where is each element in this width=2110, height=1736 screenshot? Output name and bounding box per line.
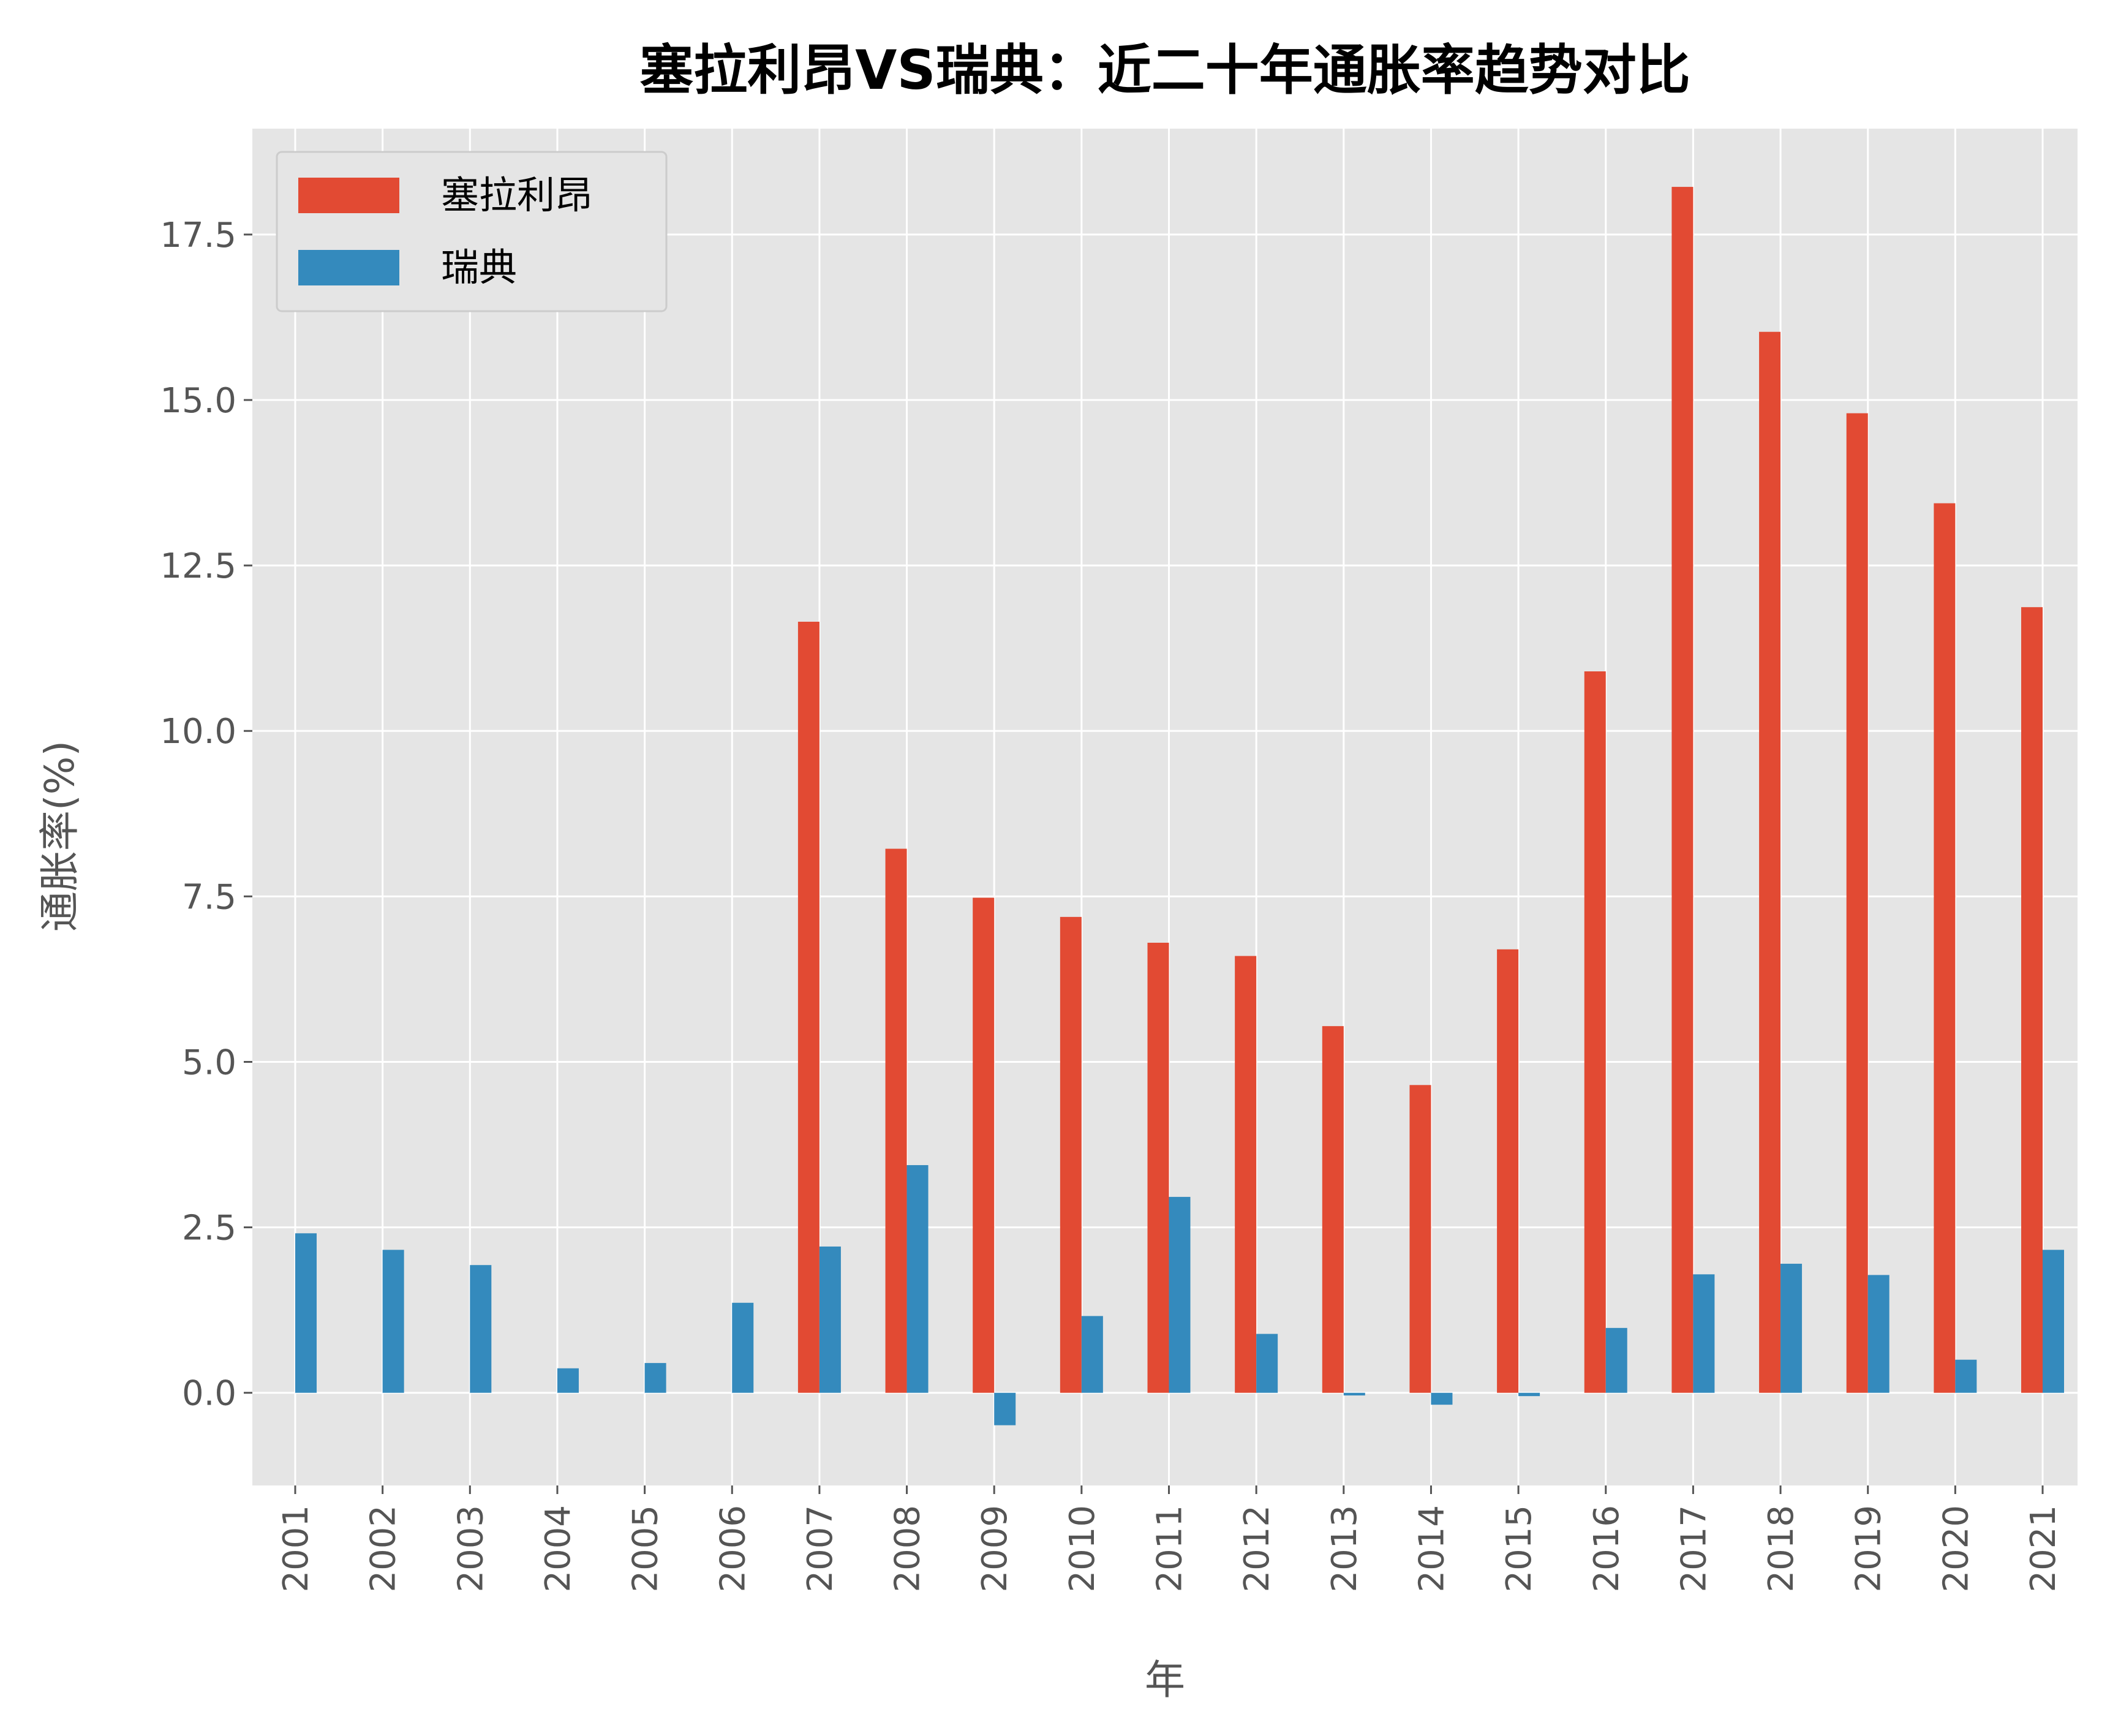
bar-sweden-2005: [644, 1363, 666, 1393]
bar-sweden-2013: [1343, 1392, 1365, 1396]
bar-sweden-2002: [382, 1250, 404, 1393]
x-tick-label: 2004: [538, 1505, 578, 1593]
bar-sweden-2006: [732, 1302, 754, 1393]
bar-sweden-2012: [1256, 1334, 1278, 1393]
y-tick-label: 12.5: [160, 546, 236, 586]
x-tick-label: 2015: [1499, 1505, 1539, 1593]
y-tick-label: 17.5: [160, 216, 236, 255]
x-tick-label: 2003: [451, 1505, 491, 1593]
legend-label-sierra-leone: 塞拉利昂: [441, 173, 593, 217]
legend-swatch-sierra-leone: [298, 178, 399, 213]
bar-sweden-2021: [2043, 1250, 2064, 1393]
x-tick-label: 2007: [801, 1505, 840, 1593]
bar-sweden-2001: [295, 1233, 317, 1393]
bar-sweden-2014: [1431, 1392, 1453, 1405]
x-tick-label: 2001: [276, 1505, 316, 1593]
x-tick-label: 2013: [1325, 1505, 1365, 1593]
x-tick-label: 2021: [2024, 1505, 2063, 1593]
y-tick-label: 7.5: [182, 877, 236, 917]
bar-sweden-2010: [1081, 1316, 1103, 1393]
bar-sierra-leone-2010: [1060, 916, 1082, 1393]
bar-sweden-2018: [1780, 1264, 1803, 1393]
bar-sierra-leone-2017: [1671, 187, 1694, 1393]
bar-sierra-leone-2020: [1934, 503, 1956, 1393]
bar-sierra-leone-2018: [1759, 331, 1781, 1393]
legend: 塞拉利昂 瑞典: [276, 151, 668, 312]
x-axis-label: 年: [1145, 1656, 1185, 1704]
bar-sierra-leone-2016: [1584, 671, 1606, 1393]
y-axis: 0.0 2.5 5.0 7.5 10.0 12.5 15.0 17.5: [160, 216, 252, 1414]
bar-sweden-2020: [1955, 1359, 1977, 1393]
bar-sweden-2003: [470, 1265, 492, 1393]
bars: [295, 187, 2064, 1425]
bar-sierra-leone-2007: [797, 621, 820, 1393]
bar-sierra-leone-2021: [2021, 607, 2043, 1393]
bar-sierra-leone-2013: [1322, 1026, 1344, 1393]
x-tick-label: 2011: [1150, 1505, 1190, 1593]
legend-label-sweden: 瑞典: [441, 245, 517, 290]
y-tick-label: 5.0: [182, 1043, 236, 1082]
x-tick-label: 2014: [1412, 1505, 1452, 1593]
y-tick-label: 2.5: [182, 1209, 236, 1248]
legend-swatch-sweden: [298, 250, 399, 285]
y-tick-label: 10.0: [160, 712, 236, 752]
bar-sweden-2009: [994, 1392, 1016, 1425]
x-axis: 2001 2002 2003 2004 2005 2006 2007 2008 2009 2010…: [276, 1485, 2063, 1593]
bar-sweden-2007: [819, 1246, 841, 1393]
bar-sierra-leone-2019: [1846, 413, 1868, 1393]
bar-sierra-leone-2009: [973, 897, 995, 1393]
x-tick-label: 2010: [1063, 1505, 1102, 1593]
x-tick-label: 2002: [364, 1505, 404, 1593]
y-tick-label: 15.0: [160, 381, 236, 421]
bar-sweden-2008: [906, 1165, 929, 1393]
y-tick-label: 0.0: [182, 1374, 236, 1414]
x-tick-label: 2008: [888, 1505, 928, 1593]
x-tick-label: 2012: [1237, 1505, 1277, 1593]
x-tick-label: 2020: [1936, 1505, 1976, 1593]
x-tick-label: 2009: [975, 1505, 1015, 1593]
chart-title: 塞拉利昂VS瑞典：近二十年通胀率趋势对比: [639, 39, 1690, 102]
bar-sweden-2011: [1169, 1196, 1191, 1393]
bar-sweden-2017: [1693, 1274, 1715, 1393]
bar-sierra-leone-2015: [1497, 949, 1519, 1393]
y-axis-label: 通胀率(%): [36, 741, 83, 932]
bar-sweden-2015: [1518, 1392, 1540, 1397]
x-tick-label: 2017: [1674, 1505, 1714, 1593]
x-tick-label: 2018: [1761, 1505, 1801, 1593]
bar-sierra-leone-2008: [885, 848, 907, 1393]
x-tick-label: 2019: [1849, 1505, 1889, 1593]
bar-sweden-2019: [1867, 1275, 1890, 1393]
x-tick-label: 2006: [713, 1505, 753, 1593]
x-tick-label: 2016: [1587, 1505, 1627, 1593]
bar-sierra-leone-2014: [1409, 1085, 1431, 1393]
x-tick-label: 2005: [626, 1505, 666, 1593]
bar-sweden-2016: [1605, 1327, 1627, 1393]
bar-sierra-leone-2011: [1147, 943, 1169, 1393]
bar-sweden-2004: [557, 1368, 579, 1393]
bar-sierra-leone-2012: [1235, 956, 1257, 1393]
